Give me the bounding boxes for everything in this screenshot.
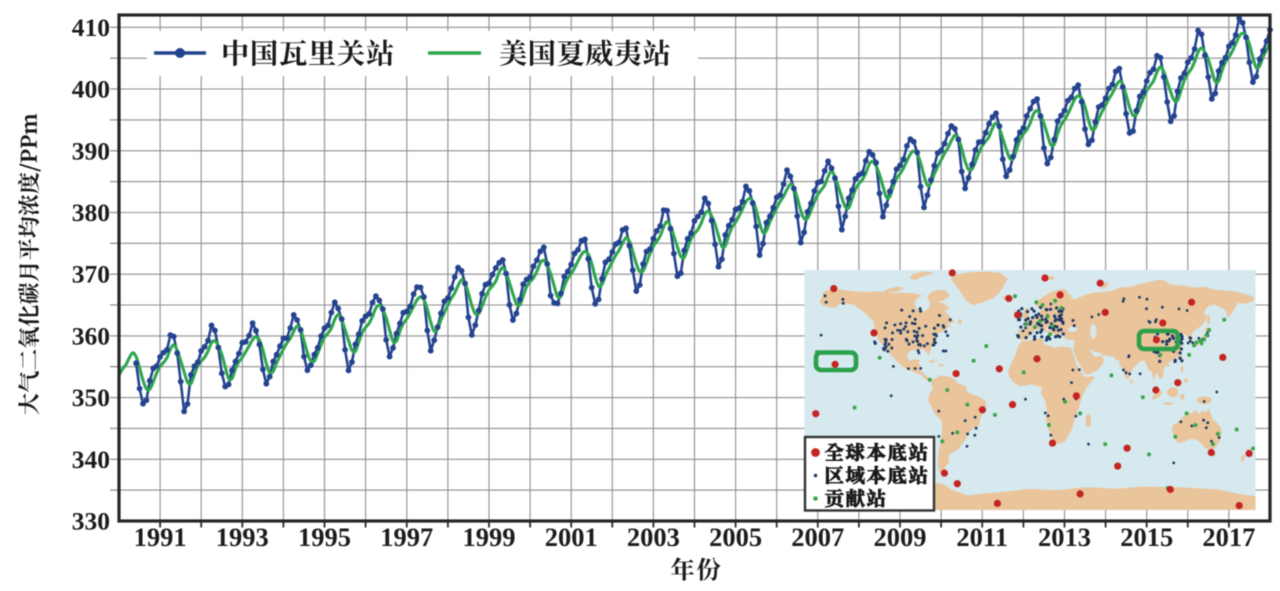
svg-text:1999: 1999 (463, 522, 516, 552)
svg-text:1993: 1993 (216, 522, 269, 552)
svg-text:2003: 2003 (627, 522, 680, 552)
svg-text:1995: 1995 (298, 522, 351, 552)
svg-text:400: 400 (72, 75, 110, 104)
svg-text:2009: 2009 (874, 522, 927, 552)
svg-text:2011: 2011 (956, 522, 1008, 552)
svg-text:1991: 1991 (134, 522, 187, 552)
svg-text:2007: 2007 (791, 522, 844, 552)
svg-text:380: 380 (72, 198, 110, 227)
svg-text:1997: 1997 (380, 522, 433, 552)
svg-text:410: 410 (72, 13, 110, 42)
svg-text:390: 390 (72, 136, 110, 165)
svg-text:340: 340 (72, 445, 110, 474)
svg-text:330: 330 (72, 507, 110, 536)
svg-text:350: 350 (72, 383, 110, 412)
svg-text:2017: 2017 (1202, 522, 1255, 552)
svg-text:370: 370 (72, 260, 110, 289)
svg-text:2001: 2001 (545, 522, 598, 552)
svg-text:2015: 2015 (1120, 522, 1173, 552)
svg-text:360: 360 (72, 321, 110, 350)
svg-text:2005: 2005 (709, 522, 762, 552)
svg-text:2013: 2013 (1038, 522, 1091, 552)
